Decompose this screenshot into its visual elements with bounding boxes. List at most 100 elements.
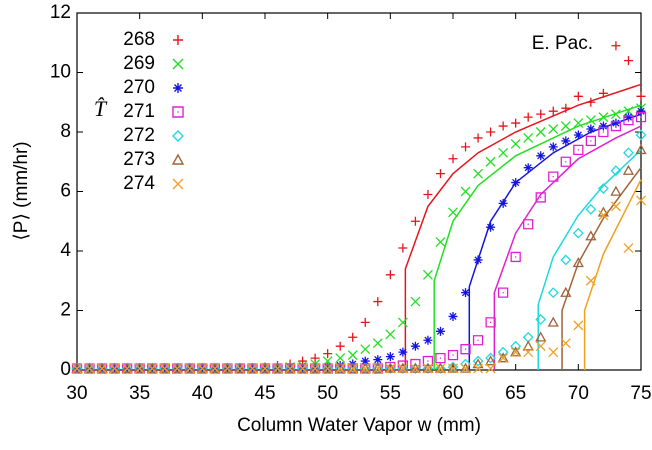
marker <box>548 347 559 358</box>
marker <box>610 201 621 212</box>
marker <box>473 168 484 179</box>
marker <box>510 251 521 263</box>
marker <box>373 355 383 365</box>
marker <box>397 317 408 328</box>
marker <box>409 362 422 373</box>
marker <box>610 185 622 196</box>
marker <box>497 346 509 358</box>
marker <box>598 126 609 138</box>
x-tick-label: 75 <box>630 383 651 404</box>
marker <box>535 341 546 352</box>
marker <box>460 186 471 197</box>
marker <box>385 329 396 340</box>
marker <box>259 363 271 374</box>
legend-label: 269 <box>123 53 155 74</box>
plot-frame <box>76 12 642 371</box>
marker <box>623 112 633 122</box>
marker <box>247 363 258 374</box>
marker <box>121 363 133 374</box>
x-tick-label: 30 <box>66 383 87 404</box>
marker <box>622 164 635 175</box>
marker <box>472 335 484 346</box>
marker <box>71 363 83 374</box>
marker <box>623 147 634 159</box>
marker <box>460 363 471 374</box>
marker <box>422 362 434 373</box>
fit-line <box>404 83 642 370</box>
marker <box>447 362 459 373</box>
marker <box>423 335 433 345</box>
legend-label: 274 <box>123 173 155 194</box>
marker <box>184 363 196 374</box>
marker <box>586 124 596 134</box>
marker <box>360 344 371 355</box>
marker <box>623 243 634 253</box>
marker <box>573 130 583 140</box>
x-tick-label: 55 <box>380 383 401 404</box>
marker <box>97 363 108 374</box>
marker <box>434 362 447 373</box>
marker <box>572 257 584 268</box>
marker <box>472 355 484 367</box>
marker <box>398 347 408 357</box>
marker <box>486 127 496 137</box>
marker <box>585 203 597 215</box>
marker <box>159 363 171 374</box>
marker <box>610 120 622 132</box>
marker <box>134 363 145 374</box>
marker <box>234 362 246 373</box>
marker <box>498 198 508 208</box>
marker <box>222 363 233 374</box>
marker <box>535 127 546 137</box>
y-tick-label: 4 <box>60 240 71 261</box>
marker <box>484 355 497 366</box>
x-axis-label: Column Water Vapor w (mm) <box>237 415 481 436</box>
marker <box>372 363 383 374</box>
marker <box>510 138 521 149</box>
marker <box>497 352 509 363</box>
marker <box>347 350 358 361</box>
marker <box>510 340 522 352</box>
marker <box>448 363 458 374</box>
marker <box>435 237 446 248</box>
marker <box>435 363 446 374</box>
marker <box>184 363 195 374</box>
marker <box>560 286 572 297</box>
marker <box>359 362 371 373</box>
marker <box>485 317 496 328</box>
marker <box>448 311 458 321</box>
marker <box>585 230 597 241</box>
marker <box>560 338 571 349</box>
marker <box>635 144 647 155</box>
marker <box>485 156 496 167</box>
marker <box>296 362 309 373</box>
marker <box>372 338 383 349</box>
marker <box>610 109 621 120</box>
marker <box>510 346 522 357</box>
marker <box>335 363 346 374</box>
x-tick-label: 45 <box>254 383 275 404</box>
marker <box>410 341 420 351</box>
marker <box>510 347 521 358</box>
marker <box>109 363 121 374</box>
x-tick-label: 60 <box>442 383 463 404</box>
legend-label: 271 <box>123 101 155 122</box>
marker <box>447 349 459 361</box>
marker <box>535 331 547 342</box>
marker <box>134 362 146 373</box>
marker <box>348 332 358 342</box>
y-tick-label: 0 <box>60 359 71 380</box>
marker <box>146 363 158 374</box>
marker <box>547 316 559 327</box>
marker <box>109 363 120 374</box>
marker <box>410 296 421 307</box>
marker <box>84 363 95 374</box>
marker <box>598 112 609 123</box>
marker <box>611 41 621 51</box>
legend-marker <box>172 58 184 70</box>
x-tick-label: 40 <box>192 383 213 404</box>
marker <box>335 361 345 371</box>
marker <box>523 219 534 230</box>
marker <box>473 363 484 374</box>
